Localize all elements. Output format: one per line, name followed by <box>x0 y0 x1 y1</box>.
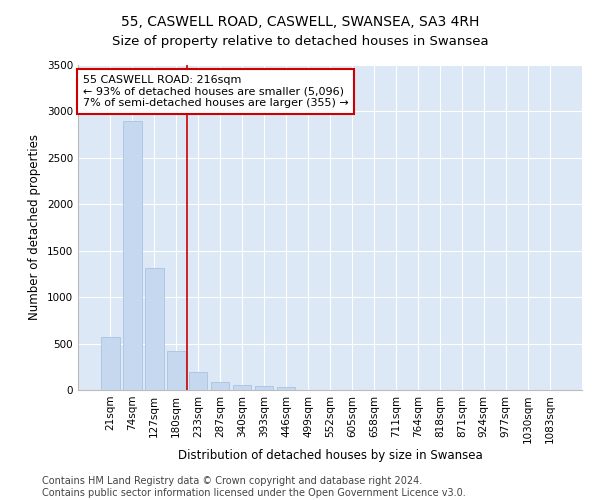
Bar <box>233 385 251 390</box>
Bar <box>277 387 295 390</box>
Text: Size of property relative to detached houses in Swansea: Size of property relative to detached ho… <box>112 35 488 48</box>
Bar <box>167 352 185 390</box>
Bar <box>211 382 229 390</box>
Bar <box>255 386 274 390</box>
Bar <box>123 120 142 390</box>
Text: 55 CASWELL ROAD: 216sqm
← 93% of detached houses are smaller (5,096)
7% of semi-: 55 CASWELL ROAD: 216sqm ← 93% of detache… <box>83 74 349 108</box>
Bar <box>189 372 208 390</box>
Bar <box>101 337 119 390</box>
Y-axis label: Number of detached properties: Number of detached properties <box>28 134 41 320</box>
Text: 55, CASWELL ROAD, CASWELL, SWANSEA, SA3 4RH: 55, CASWELL ROAD, CASWELL, SWANSEA, SA3 … <box>121 15 479 29</box>
X-axis label: Distribution of detached houses by size in Swansea: Distribution of detached houses by size … <box>178 449 482 462</box>
Text: Contains HM Land Registry data © Crown copyright and database right 2024.
Contai: Contains HM Land Registry data © Crown c… <box>42 476 466 498</box>
Bar <box>145 268 164 390</box>
